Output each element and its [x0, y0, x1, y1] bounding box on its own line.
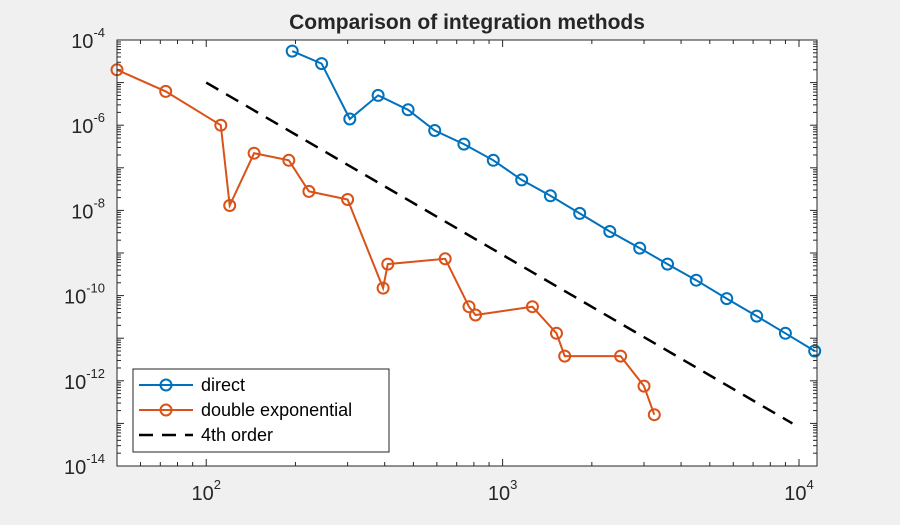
x-tick-label: 103: [488, 477, 517, 505]
data-point-double-exponential-2: [214, 118, 228, 132]
y-axis: 10-4 10-6 10-8 10-10 10-12 10-14: [64, 25, 817, 479]
data-point-direct-7: [486, 153, 500, 167]
data-point-direct-16: [750, 309, 764, 323]
data-point-direct-5: [428, 124, 442, 137]
x-tick-label: 102: [191, 477, 220, 505]
series-4th-order: [205, 81, 794, 425]
series-line-4th-order: [205, 81, 794, 425]
data-point-double-exponential-6: [302, 184, 316, 198]
x-axis: 102 103 104: [116, 40, 814, 505]
data-point-double-exponential-5: [282, 153, 296, 167]
data-point-double-exponential-14: [550, 326, 563, 340]
data-point-direct-10: [573, 206, 587, 220]
y-tick-label: 10-6: [71, 110, 105, 138]
data-point-direct-9: [543, 189, 557, 203]
y-tick-label: 10-12: [64, 366, 105, 394]
chart-title: Comparison of integration methods: [289, 11, 645, 34]
data-point-direct-14: [689, 273, 703, 287]
data-point-direct-6: [457, 137, 471, 151]
legend-label-direct: direct: [201, 375, 245, 395]
data-point-direct-2: [343, 112, 357, 126]
y-tick-label: 10-10: [64, 281, 105, 309]
legend: direct double exponential 4th order: [132, 368, 390, 453]
y-tick-label: 10-8: [71, 195, 105, 223]
data-point-double-exponential-8: [376, 281, 390, 295]
legend-marker-direct: [159, 378, 173, 392]
series-direct: [285, 44, 822, 358]
data-point-direct-3: [371, 88, 385, 102]
data-point-double-exponential-4: [247, 146, 261, 160]
data-point-double-exponential-1: [159, 84, 173, 98]
data-point-double-exponential-9: [381, 257, 395, 271]
data-point-direct-12: [633, 241, 647, 255]
legend-label-double-exponential: double exponential: [201, 400, 352, 420]
data-point-double-exponential-13: [525, 300, 539, 314]
x-tick-label: 104: [784, 477, 813, 505]
data-point-double-exponential-10: [438, 252, 452, 266]
data-point-double-exponential-15: [558, 349, 572, 363]
data-point-direct-18: [808, 344, 822, 358]
y-tick-label: 10-14: [64, 451, 105, 479]
data-point-direct-11: [603, 225, 617, 238]
data-point-double-exponential-3: [223, 199, 237, 212]
series-line-direct: [291, 50, 816, 352]
data-point-double-exponential-16: [614, 349, 628, 363]
data-point-direct-15: [720, 292, 734, 306]
data-point-direct-8: [515, 173, 529, 187]
data-point-direct-0: [285, 44, 299, 58]
data-point-direct-17: [778, 326, 792, 340]
y-tick-label: 10-4: [71, 25, 105, 53]
series-layer: [110, 44, 822, 425]
series-line-double-exponential: [116, 68, 656, 416]
data-point-double-exponential-17: [637, 379, 651, 393]
legend-marker-double-exponential: [159, 403, 173, 417]
data-point-double-exponential-12: [469, 308, 482, 322]
data-point-direct-4: [401, 103, 415, 117]
data-point-double-exponential-7: [341, 193, 355, 206]
data-point-double-exponential-11: [462, 300, 476, 314]
legend-label-4th-order: 4th order: [201, 425, 273, 445]
data-point-direct-13: [661, 257, 674, 271]
data-point-double-exponential-18: [647, 408, 661, 422]
series-double-exponential: [110, 63, 661, 422]
data-point-direct-1: [315, 57, 329, 71]
